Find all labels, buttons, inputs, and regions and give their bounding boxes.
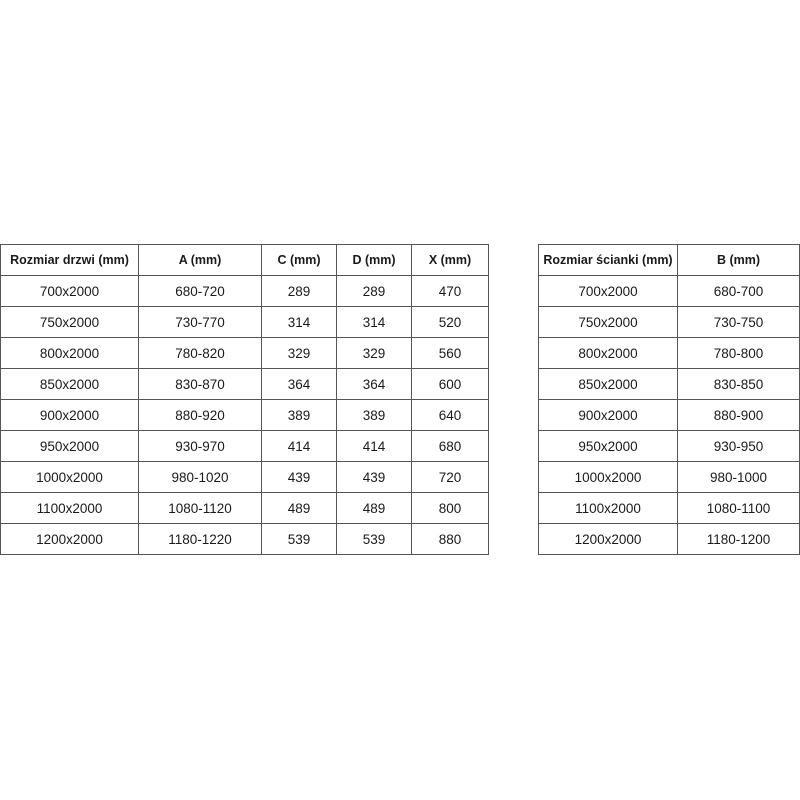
table-cell: 539	[336, 523, 412, 555]
table-cell: 1080-1120	[138, 492, 262, 524]
door-size-table: Rozmiar drzwi (mm) A (mm) C (mm) D (mm) X (m…	[0, 244, 489, 555]
table-cell: 680-700	[677, 275, 800, 307]
table-row: 950x2000 930-950	[538, 430, 800, 462]
table-cell: 880-900	[677, 399, 800, 431]
column-header: A (mm)	[138, 244, 262, 276]
table-cell: 750x2000	[0, 306, 139, 338]
table-cell: 780-820	[138, 337, 262, 369]
table-cell: 750x2000	[538, 306, 678, 338]
table-cell: 700x2000	[0, 275, 139, 307]
table-cell: 389	[336, 399, 412, 431]
table-cell: 439	[261, 461, 337, 493]
table-cell: 830-850	[677, 368, 800, 400]
table-cell: 830-870	[138, 368, 262, 400]
wall-size-table: Rozmiar ścianki (mm) B (mm) 700x2000 680-7…	[538, 244, 800, 555]
table-cell: 414	[261, 430, 337, 462]
table-cell: 539	[261, 523, 337, 555]
table-cell: 980-1020	[138, 461, 262, 493]
table-cell: 930-950	[677, 430, 800, 462]
table-cell: 600	[411, 368, 489, 400]
table-cell: 780-800	[677, 337, 800, 369]
table-row: 900x2000 880-900	[538, 399, 800, 431]
column-header: C (mm)	[261, 244, 337, 276]
table-cell: 850x2000	[538, 368, 678, 400]
table-cell: 1180-1220	[138, 523, 262, 555]
table-cell: 880-920	[138, 399, 262, 431]
column-header: X (mm)	[411, 244, 489, 276]
header-row: Rozmiar ścianki (mm) B (mm)	[538, 244, 800, 276]
table-cell: 1180-1200	[677, 523, 800, 555]
column-header: Rozmiar drzwi (mm)	[0, 244, 139, 276]
table-row: 750x2000 730-770 314 314 520	[0, 306, 489, 338]
table-row: 1000x2000 980-1000	[538, 461, 800, 493]
table-cell: 314	[261, 306, 337, 338]
table-row: 750x2000 730-750	[538, 306, 800, 338]
table-cell: 980-1000	[677, 461, 800, 493]
table-cell: 900x2000	[0, 399, 139, 431]
table-cell: 289	[261, 275, 337, 307]
table-cell: 1100x2000	[538, 492, 678, 524]
column-header: Rozmiar ścianki (mm)	[538, 244, 678, 276]
table-row: 1100x2000 1080-1100	[538, 492, 800, 524]
table-cell: 700x2000	[538, 275, 678, 307]
table-cell: 364	[261, 368, 337, 400]
table-cell: 800x2000	[538, 337, 678, 369]
table-cell: 730-750	[677, 306, 800, 338]
table-cell: 414	[336, 430, 412, 462]
table-cell: 800x2000	[0, 337, 139, 369]
table-cell: 640	[411, 399, 489, 431]
table-row: 950x2000 930-970 414 414 680	[0, 430, 489, 462]
table-cell: 470	[411, 275, 489, 307]
table-cell: 1100x2000	[0, 492, 139, 524]
table-cell: 1080-1100	[677, 492, 800, 524]
table-row: 1100x2000 1080-1120 489 489 800	[0, 492, 489, 524]
column-header: B (mm)	[677, 244, 800, 276]
table-row: 800x2000 780-800	[538, 337, 800, 369]
table-cell: 680-720	[138, 275, 262, 307]
table-cell: 520	[411, 306, 489, 338]
table-cell: 1200x2000	[538, 523, 678, 555]
table-cell: 329	[261, 337, 337, 369]
table-row: 700x2000 680-700	[538, 275, 800, 307]
table-cell: 1000x2000	[0, 461, 139, 493]
table-row: 850x2000 830-870 364 364 600	[0, 368, 489, 400]
table-cell: 880	[411, 523, 489, 555]
table-cell: 730-770	[138, 306, 262, 338]
table-row: 700x2000 680-720 289 289 470	[0, 275, 489, 307]
table-cell: 439	[336, 461, 412, 493]
table-cell: 364	[336, 368, 412, 400]
table-row: 1200x2000 1180-1200	[538, 523, 800, 555]
table-row: 1200x2000 1180-1220 539 539 880	[0, 523, 489, 555]
column-header: D (mm)	[336, 244, 412, 276]
table-cell: 720	[411, 461, 489, 493]
table-cell: 489	[336, 492, 412, 524]
table-cell: 950x2000	[538, 430, 678, 462]
table-cell: 289	[336, 275, 412, 307]
header-row: Rozmiar drzwi (mm) A (mm) C (mm) D (mm) X (m…	[0, 244, 489, 276]
table-cell: 900x2000	[538, 399, 678, 431]
table-cell: 489	[261, 492, 337, 524]
table-cell: 1000x2000	[538, 461, 678, 493]
table-row: 1000x2000 980-1020 439 439 720	[0, 461, 489, 493]
table-row: 800x2000 780-820 329 329 560	[0, 337, 489, 369]
table-row: 850x2000 830-850	[538, 368, 800, 400]
table-cell: 389	[261, 399, 337, 431]
table-cell: 560	[411, 337, 489, 369]
table-cell: 329	[336, 337, 412, 369]
table-row: 900x2000 880-920 389 389 640	[0, 399, 489, 431]
table-cell: 930-970	[138, 430, 262, 462]
table-cell: 850x2000	[0, 368, 139, 400]
table-cell: 1200x2000	[0, 523, 139, 555]
table-cell: 800	[411, 492, 489, 524]
table-cell: 680	[411, 430, 489, 462]
table-cell: 314	[336, 306, 412, 338]
table-cell: 950x2000	[0, 430, 139, 462]
